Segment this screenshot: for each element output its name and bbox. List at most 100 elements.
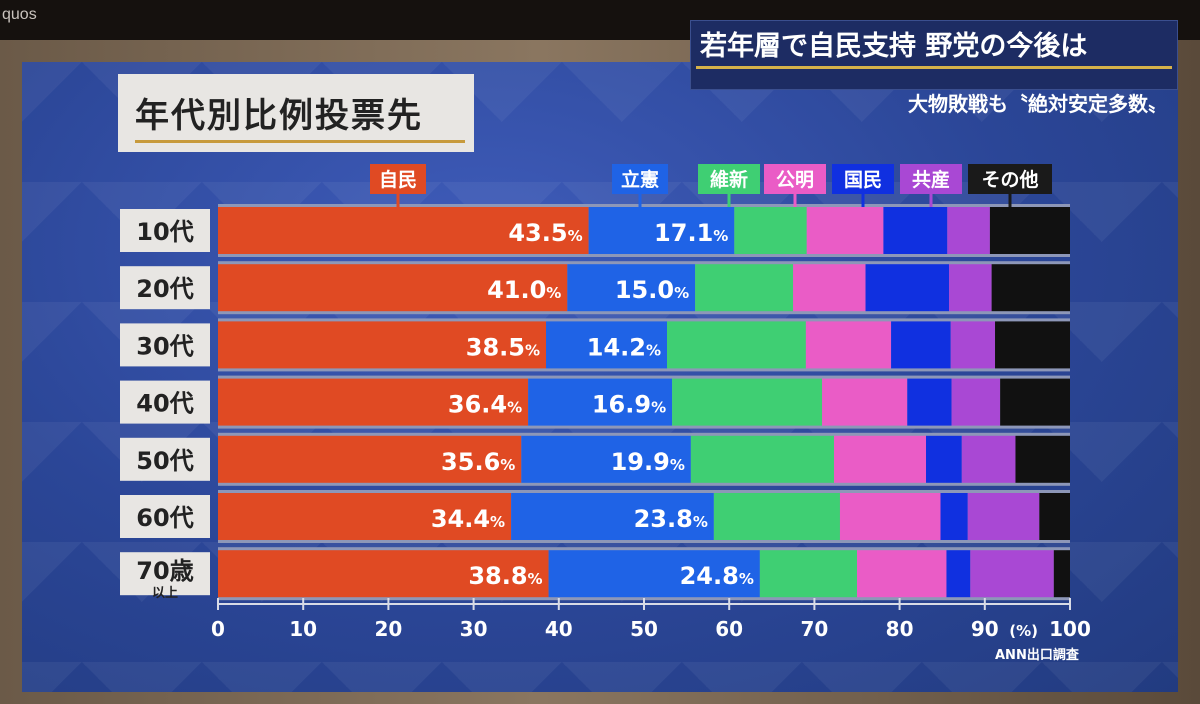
bar-segment — [218, 378, 529, 426]
x-tick-label: 10 — [289, 617, 317, 641]
category-label-sub: 以上 — [152, 586, 178, 601]
category-label-box — [120, 437, 210, 481]
category-label: 20代 — [136, 275, 193, 303]
data-label: 38.8% — [468, 562, 542, 590]
data-label: 17.1% — [654, 219, 728, 247]
legend-swatch — [698, 164, 760, 194]
data-label: 24.8% — [680, 562, 754, 590]
bar-segment — [672, 378, 823, 426]
bar-segment — [951, 378, 1001, 426]
x-tick-label: 40 — [545, 617, 573, 641]
category-label: 50代 — [136, 447, 193, 475]
bar-segment — [528, 378, 673, 426]
bar-segment — [548, 550, 760, 598]
bar-segment — [833, 435, 927, 483]
bar-segment — [690, 435, 834, 483]
bar-segment — [949, 264, 992, 312]
legend-swatch — [612, 164, 668, 194]
bar-segment — [947, 207, 990, 254]
category-label-box — [120, 380, 210, 424]
source-credit: ANN出口調査 — [995, 648, 1079, 663]
bar-segment — [926, 435, 962, 483]
data-label: 43.5% — [508, 219, 582, 247]
bar-segment — [1053, 550, 1070, 598]
legend-label: 自民 — [379, 168, 417, 191]
category-label-box — [120, 552, 210, 596]
x-tick-label: 100 — [1049, 617, 1091, 641]
x-axis-unit: (%) — [1009, 622, 1038, 640]
category-label: 30代 — [136, 332, 193, 360]
x-tick-label: 70 — [800, 617, 828, 641]
bar-segment — [588, 207, 735, 254]
bar-segment — [695, 264, 794, 312]
bar-segment — [839, 493, 941, 540]
bar-segment — [991, 264, 1070, 312]
category-label: 70歳 — [136, 557, 193, 585]
data-label: 34.4% — [431, 505, 505, 533]
bar-segment — [989, 207, 1070, 254]
data-label: 19.9% — [611, 448, 685, 476]
legend-label: 共産 — [912, 168, 950, 191]
bar-segment — [967, 493, 1040, 540]
bar-segment — [218, 321, 547, 369]
headline: 若年層で自民支持 野党の今後は — [700, 31, 1088, 62]
data-label: 14.2% — [587, 333, 661, 361]
legend-label: その他 — [981, 168, 1038, 191]
data-label: 41.0% — [487, 276, 561, 304]
category-label: 10代 — [136, 218, 193, 246]
x-tick-label: 50 — [630, 617, 658, 641]
headline-underline — [696, 66, 1172, 69]
bar-segment — [667, 321, 806, 369]
legend-swatch — [900, 164, 962, 194]
legend-label: 国民 — [844, 169, 882, 191]
bar-segment — [857, 550, 947, 598]
x-tick-label: 0 — [211, 617, 225, 641]
x-tick-label: 20 — [374, 617, 402, 641]
chart-title-box — [118, 74, 474, 152]
tv-brand-logo: quos — [2, 6, 37, 23]
data-label: 35.6% — [441, 448, 515, 476]
bar-segment — [218, 207, 589, 254]
data-label: 36.4% — [448, 391, 522, 419]
bar-segment — [940, 493, 968, 540]
bar-segment — [521, 435, 691, 483]
legend-label: 公明 — [776, 169, 814, 191]
bar-segment — [218, 493, 512, 540]
bar-segment — [806, 207, 884, 254]
bar-segment — [1039, 493, 1070, 540]
bar-segment — [907, 378, 952, 426]
bar-segment — [218, 264, 568, 312]
legend-swatch — [764, 164, 826, 194]
legend-swatch — [370, 164, 426, 194]
bar-segment — [946, 550, 971, 598]
bar-segment — [567, 264, 696, 312]
x-tick-label: 80 — [886, 617, 914, 641]
x-tick-label: 60 — [715, 617, 743, 641]
bar-segment — [961, 435, 1016, 483]
bar-segment — [865, 264, 950, 312]
bar-segment — [822, 378, 908, 426]
chart-title-underline — [135, 140, 465, 143]
bar-segment — [950, 321, 996, 369]
category-label-box — [120, 495, 210, 538]
category-label-box — [120, 323, 210, 367]
legend-swatch — [968, 164, 1052, 194]
legend-swatch — [832, 164, 894, 194]
bar-segment — [805, 321, 892, 369]
legend-label: 立憲 — [621, 168, 659, 191]
data-label: 23.8% — [634, 505, 708, 533]
legend-label: 維新 — [710, 168, 748, 191]
data-label: 38.5% — [466, 333, 540, 361]
category-label: 40代 — [136, 390, 193, 418]
bar-segment — [883, 207, 948, 254]
bar-segment — [218, 435, 522, 483]
subheadline: 大物敗戦も〝絶対安定多数〟 — [908, 92, 1168, 116]
data-label: 16.9% — [592, 391, 666, 419]
bar-segment — [891, 321, 951, 369]
chart-title: 年代別比例投票先 — [135, 96, 423, 136]
category-label-box — [120, 209, 210, 252]
bar-segment — [1015, 435, 1070, 483]
bar-segment — [511, 493, 714, 540]
bar-segment — [713, 493, 840, 540]
